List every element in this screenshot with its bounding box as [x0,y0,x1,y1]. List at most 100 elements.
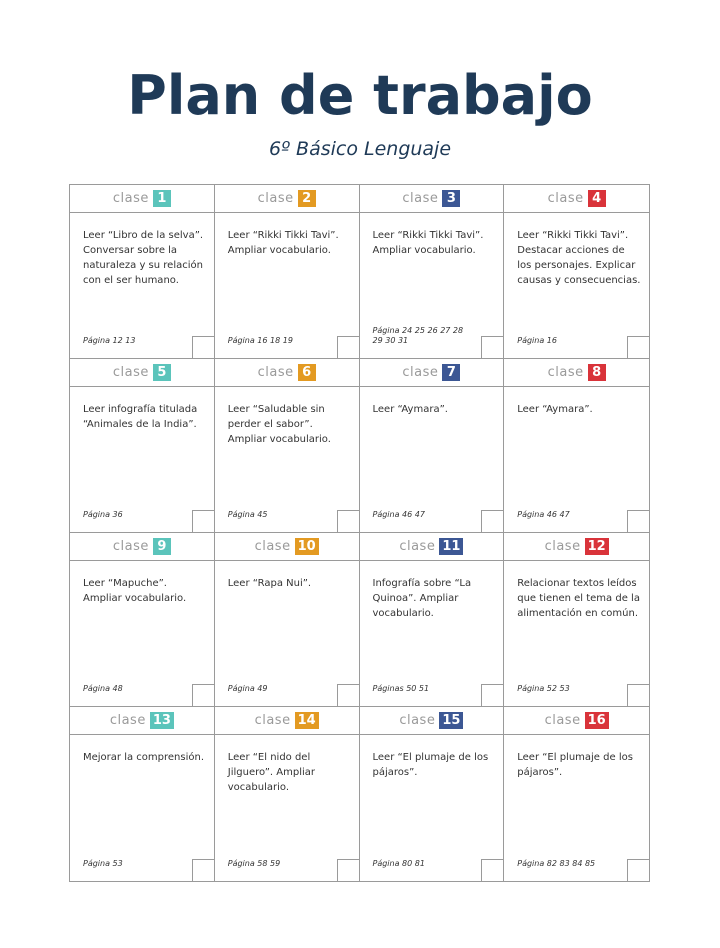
class-label: clase [399,713,436,728]
checkbox[interactable] [191,510,214,532]
checkbox[interactable] [336,859,359,881]
class-number-badge: 6 [297,364,316,381]
class-header: clase 9 [70,533,214,561]
class-card: clase 12 Relacionar textos leídos que ti… [504,533,649,707]
class-description: Mejorar la comprensión. [83,752,205,763]
class-description: Leer “El nido del Jilguero”. Ampliar voc… [227,752,316,793]
class-number-badge: 4 [587,190,606,207]
class-card: clase 1 Leer “Libro de la selva”. Conver… [70,185,215,359]
checkbox[interactable] [627,859,649,881]
class-header: clase 6 [214,359,359,387]
checkbox[interactable] [627,684,649,706]
class-number-badge: 3 [442,190,461,207]
checkbox[interactable] [481,859,504,881]
class-pages: Página 46 47 [372,510,425,519]
class-card: clase 15 Leer “El plumaje de los pájaros… [359,707,505,881]
class-description: Leer “Aymara”. [517,404,593,415]
class-header: clase 10 [214,533,359,561]
class-label: clase [547,365,584,380]
class-label: clase [399,539,436,554]
class-label: clase [112,191,149,206]
class-pages: Página 58 59 [227,859,281,868]
class-description: Leer “Aymara”. [372,404,448,415]
class-label: clase [402,365,439,380]
checkbox[interactable] [481,684,504,706]
class-header: clase 7 [359,359,504,387]
class-header: clase 5 [70,359,214,387]
class-header: clase 12 [504,533,649,561]
checkbox[interactable] [191,684,214,706]
class-number-badge: 1 [152,190,171,207]
class-label: clase [402,191,439,206]
class-pages: Página 36 [83,510,123,519]
class-number-badge: 16 [584,712,609,729]
class-description: Leer “Saludable sin perder el sabor”. Am… [227,404,331,445]
class-pages: Páginas 50 51 [372,684,430,693]
class-label: clase [112,539,149,554]
class-description: Leer “Rikki Tikki Tavi”. Ampliar vocabul… [372,230,484,256]
checkbox[interactable] [481,510,504,532]
class-description: Leer “Rikki Tikki Tavi”. Destacar accion… [517,230,641,286]
class-card: clase 5 Leer infografía titulada “Animal… [70,359,215,533]
class-card: clase 14 Leer “El nido del Jilguero”. Am… [214,707,360,881]
class-number-badge: 2 [297,190,316,207]
checkbox[interactable] [627,510,649,532]
plan-grid: clase 1 Leer “Libro de la selva”. Conver… [69,184,650,882]
class-label: clase [257,191,294,206]
class-pages: Página 53 [83,859,123,868]
page-title: Plan de trabajo [127,64,593,127]
class-pages: Página 16 [517,336,557,345]
class-number-badge: 11 [439,538,464,555]
class-number-badge: 8 [587,364,606,381]
class-description: Infografía sobre “La Quinoa”. Ampliar vo… [372,578,472,619]
class-description: Leer “Rikki Tikki Tavi”. Ampliar vocabul… [227,230,339,256]
class-pages: Página 16 18 19 [227,336,293,345]
class-label: clase [544,713,581,728]
class-description: Leer infografía titulada “Animales de la… [83,404,198,430]
class-number-badge: 13 [149,712,174,729]
class-number-badge: 7 [442,364,461,381]
checkbox[interactable] [191,859,214,881]
class-card: clase 9 Leer “Mapuche”. Ampliar vocabula… [70,533,215,707]
class-pages: Página 82 83 84 85 [517,859,596,868]
class-header: clase 13 [70,707,214,735]
class-header: clase 1 [70,185,214,213]
class-card: clase 10 Leer “Rapa Nui”. Página 49 [214,533,360,707]
class-label: clase [254,539,291,554]
class-description: Relacionar textos leídos que tienen el t… [517,578,640,619]
class-description: Leer “Libro de la selva”. Conversar sobr… [83,230,204,286]
class-label: clase [109,713,146,728]
class-header: clase 4 [504,185,649,213]
class-pages: Página 49 [227,684,268,693]
class-label: clase [112,365,149,380]
class-card: clase 3 Leer “Rikki Tikki Tavi”. Ampliar… [359,185,505,359]
class-pages: Página 45 [227,510,268,519]
class-card: clase 4 Leer “Rikki Tikki Tavi”. Destaca… [504,185,649,359]
checkbox[interactable] [336,510,359,532]
class-card: clase 7 Leer “Aymara”. Página 46 47 [359,359,505,533]
class-description: Leer “El plumaje de los pájaros”. [372,752,489,778]
class-header: clase 11 [359,533,504,561]
class-header: clase 3 [359,185,504,213]
class-card: clase 8 Leer “Aymara”. Página 46 47 [504,359,649,533]
class-pages: Página 46 47 [517,510,570,519]
class-description: Leer “El plumaje de los pájaros”. [517,752,633,778]
checkbox[interactable] [627,336,649,358]
class-card: clase 6 Leer “Saludable sin perder el sa… [214,359,360,533]
class-label: clase [544,539,581,554]
class-label: clase [257,365,294,380]
checkbox[interactable] [191,336,214,358]
class-card: clase 11 Infografía sobre “La Quinoa”. A… [359,533,505,707]
class-pages: Página 12 13 [83,336,136,345]
class-pages: Página 24 25 26 27 28 29 30 31 [372,326,464,345]
class-header: clase 15 [359,707,504,735]
class-card: clase 13 Mejorar la comprensión. Página … [70,707,215,881]
checkbox[interactable] [481,336,504,358]
class-pages: Página 80 81 [372,859,425,868]
checkbox[interactable] [336,684,359,706]
class-card: clase 2 Leer “Rikki Tikki Tavi”. Ampliar… [214,185,360,359]
checkbox[interactable] [336,336,359,358]
class-description: Leer “Mapuche”. Ampliar vocabulario. [83,578,187,604]
class-header: clase 2 [214,185,359,213]
class-number-badge: 9 [152,538,171,555]
